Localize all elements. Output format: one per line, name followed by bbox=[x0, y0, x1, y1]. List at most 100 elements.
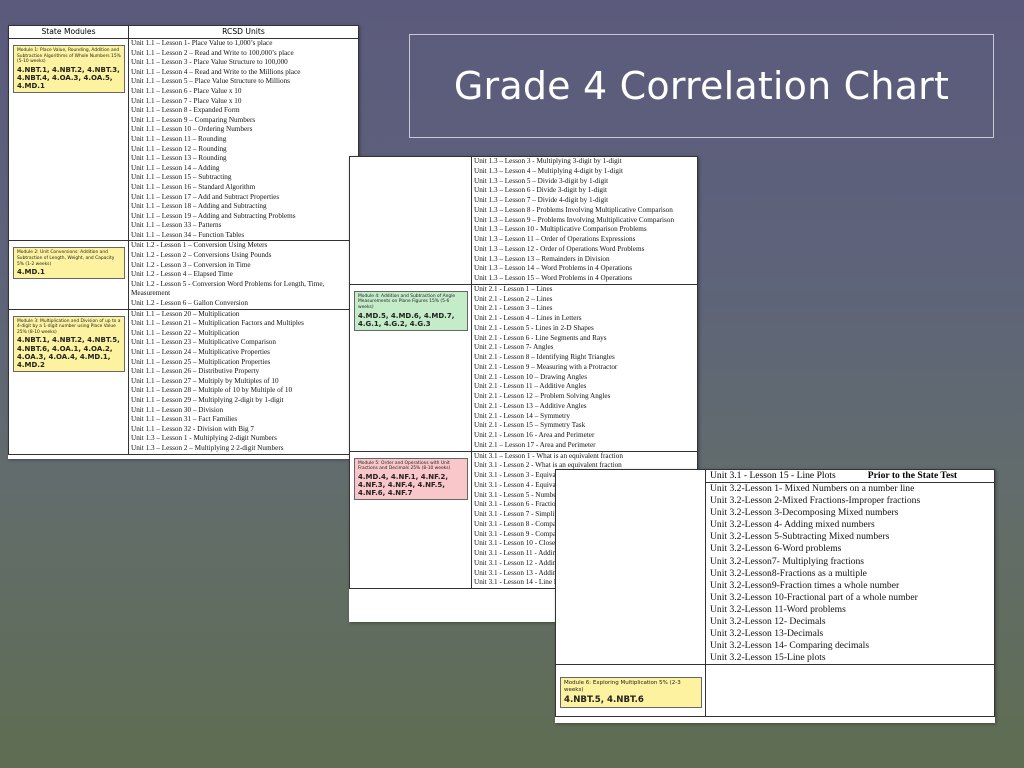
lesson-item: Unit 1.1 – Lesson 13 – Rounding bbox=[131, 154, 227, 163]
lesson-item: Unit 1.1 – Lesson 30 – Division bbox=[131, 405, 224, 414]
header-note: Prior to the State Test bbox=[867, 470, 958, 481]
lesson-item: Unit 3.1 - Lesson 13 - Adding and Subtra… bbox=[474, 568, 608, 577]
lesson-item: Unit 1.1 – Lesson 17 – Add and Subtract … bbox=[131, 192, 280, 201]
lesson-item: Unit 3.1 - Lesson 3 - Equivalent Fractio… bbox=[474, 471, 623, 479]
lesson-item: Unit 1.1 – Lesson 26 – Distributive Prop… bbox=[131, 367, 260, 376]
lesson-item: Unit 1.2 - Lesson 1 – Conversion Using M… bbox=[131, 241, 268, 250]
lesson-item: Unit 3.1 – Lesson 1 - What is an equival… bbox=[474, 451, 623, 460]
module-standards: 4.NBT.1, 4.NBT.2, 4.NBT.3, 4.NBT.4, 4.OA… bbox=[17, 65, 120, 91]
table-row: Module 6: Exploring Multiplication 5% (2… bbox=[555, 664, 995, 718]
module-5-box: Module 5: Order and Operations with Unit… bbox=[354, 457, 468, 501]
module-title: Module 5: Order and Operations with Unit… bbox=[358, 460, 451, 472]
lesson-item: Unit 3.1 - Lesson 7 - Simplify Fractions bbox=[474, 510, 589, 518]
lesson-item: Unit 1.1 – Lesson 5 – Place Value Struct… bbox=[131, 77, 290, 86]
header-rcsd-units: RCSD Units bbox=[128, 25, 359, 39]
correlation-page-1: State Modules RCSD Units Module 1: Place… bbox=[8, 25, 359, 459]
table-header-row: State Modules RCSD Units bbox=[8, 25, 359, 39]
lesson-item: Unit 3.2-Lesson8-Fractions as a multiple bbox=[710, 567, 867, 579]
lesson-item: Unit 3.2-Lesson 15-Line plots bbox=[710, 652, 826, 664]
module-2-box: Module 2: Unit Conversions: Addition and… bbox=[13, 247, 125, 280]
table-row: Module 2: Unit Conversions: Addition and… bbox=[8, 240, 359, 310]
lesson-item: Unit 2.1 - Lesson 14 – Symmetry bbox=[474, 411, 571, 420]
lesson-item: Unit 2.1 - Lesson 10 – Drawing Angles bbox=[474, 372, 587, 381]
lesson-item: Unit 1.3 – Lesson 9 – Problems Involving… bbox=[474, 215, 675, 224]
lesson-item: Unit 1.3 – Lesson 14 – Word Problems in … bbox=[474, 264, 633, 273]
module-standards: 4.MD.4, 4.NF.1, 4.NF.2, 4.NF.3, 4.NF.4, … bbox=[358, 472, 449, 498]
lesson-item: Unit 1.3 – Lesson 13 – Remainders in Div… bbox=[474, 254, 610, 263]
lesson-item: Unit 1.1 – Lesson 34 – Function Tables bbox=[131, 230, 245, 239]
module-cell-empty bbox=[555, 468, 706, 666]
lesson-item: Unit 1.3 – Lesson 5 – Divide 3-digit by … bbox=[474, 176, 609, 185]
lesson-item: Unit 1.3 – Lesson 11 – Order of Operatio… bbox=[474, 235, 636, 243]
lesson-item: Unit 3.2-Lesson 4- Adding mixed numbers bbox=[710, 519, 875, 531]
lesson-item: Unit 1.1 – Lesson 33 – Patterns bbox=[131, 221, 222, 230]
lesson-item: Unit 3.2-Lesson9-Fraction times a whole … bbox=[710, 579, 900, 591]
lesson-item: Unit 1.1 – Lesson 23 – Multiplicative Co… bbox=[131, 338, 276, 347]
table-row: Unit 1.3 – Lesson 3 - Multiplying 3-digi… bbox=[349, 156, 698, 285]
lesson-item: Unit 2.1 - Lesson 12 – Problem Solving A… bbox=[474, 392, 611, 400]
module-cell: Module 5: Order and Operations with Unit… bbox=[349, 450, 472, 589]
table-row: Module 3: Multiplication and Division of… bbox=[8, 308, 359, 455]
lesson-item: Unit 1.1 – Lesson 7 - Place Value x 10 bbox=[131, 96, 242, 105]
lesson-item: Unit 3.1 - Lesson 8 - Comparing Fraction… bbox=[474, 519, 597, 528]
lesson-item: Unit 2.1 - Lesson 7- Angles bbox=[474, 343, 554, 352]
module-1-box: Module 1: Place Value, Rounding, Additio… bbox=[13, 45, 125, 94]
lesson-item: Unit 1.1 – Lesson 22 – Multiplication bbox=[131, 328, 240, 337]
lesson-item: Unit 3.2-Lesson 3-Decomposing Mixed numb… bbox=[710, 507, 899, 519]
lessons-cell: Unit 1.1 – Lesson 1- Place Value to 1,00… bbox=[128, 37, 359, 242]
module-standards: 4.NBT.5, 4.NBT.6 bbox=[564, 695, 644, 706]
lesson-item: Unit 1.1 – Lesson 2 – Read and Write to … bbox=[131, 48, 294, 57]
table-row: Module 4: Addition and Subtraction of An… bbox=[349, 283, 698, 452]
lesson-item: Unit 2.1 - Lesson 11 – Additive Angles bbox=[474, 382, 587, 391]
module-title: Module 1: Place Value, Rounding, Additio… bbox=[17, 48, 121, 65]
lesson-item: Unit 1.3 – Lesson 4 – Multiplying 4-digi… bbox=[474, 166, 623, 175]
lesson-item: Unit 1.3 – Lesson 10 - Multiplicative Co… bbox=[474, 225, 647, 234]
lesson-item: Unit 2.1 - Lesson 13 – Additive Angles bbox=[474, 401, 587, 410]
module-3-box: Module 3: Multiplication and Division of… bbox=[13, 315, 125, 373]
table-row: Unit 3.1 - Lesson 15 - Line Plots Prior t… bbox=[555, 468, 995, 666]
lesson-item: Unit 1.1 – Lesson 28 – Multiple of 10 by… bbox=[131, 386, 293, 395]
lesson-item: Unit 1.3 – Lesson 6 - Divide 3-digit by … bbox=[474, 186, 607, 195]
lesson-item: Unit 1.1 – Lesson 6 - Place Value x 10 bbox=[131, 86, 242, 95]
module-standards: 4.MD.1 bbox=[17, 268, 45, 277]
module-cell-empty bbox=[349, 156, 472, 285]
lesson-item: Unit 1.1 – Lesson 8 - Expanded Form bbox=[131, 106, 240, 115]
module-4-box: Module 4: Addition and Subtraction of An… bbox=[354, 290, 468, 331]
lesson-item: Unit 3.2-Lesson 14- Comparing decimals bbox=[710, 640, 870, 652]
module-title: Module 4: Addition and Subtraction of An… bbox=[358, 293, 456, 310]
lesson-item: Unit 3.2-Lesson 10-Fractional part of a … bbox=[710, 591, 918, 603]
lesson-item: Unit 1.2 - Lesson 5 - Conversion Word Pr… bbox=[131, 279, 325, 298]
lesson-item: Unit 3.1 - Lesson 11 - Adding and Subtra… bbox=[474, 549, 607, 557]
table-row: Module 1: Place Value, Rounding, Additio… bbox=[8, 37, 359, 242]
lesson-item: Unit 2.1 – Lesson 17 - Area and Perimete… bbox=[474, 440, 596, 449]
lesson-item: Unit 1.1 – Lesson 14 – Adding bbox=[131, 163, 220, 172]
header-state-modules: State Modules bbox=[8, 25, 129, 39]
lesson-item: Unit 2.1 - Lesson 5 - Lines in 2-D Shape… bbox=[474, 323, 594, 332]
lesson-item: Unit 1.3 – Lesson 3 - Multiplying 3-digi… bbox=[474, 157, 622, 165]
lesson-item: Unit 1.2 - Lesson 4 – Elapsed Time bbox=[131, 270, 233, 279]
lesson-item: Unit 1.1 – Lesson 4 – Read and Write to … bbox=[131, 67, 301, 76]
lesson-item: Unit 3.2-Lesson 1- Mixed Numbers on a nu… bbox=[710, 483, 915, 494]
lesson-item: Unit 1.1 – Lesson 15 – Subtracting bbox=[131, 173, 232, 182]
lesson-item: Unit 1.1 – Lesson 32 - Division with Big… bbox=[131, 424, 254, 433]
lesson-item: Unit 2.1 - Lesson 1 – Lines bbox=[474, 284, 553, 293]
lessons-cell: Unit 2.1 - Lesson 1 – Lines Unit 2.1 - Le… bbox=[471, 283, 698, 452]
lesson-item: Unit 2.1 - Lesson 3 – Lines bbox=[474, 304, 553, 313]
module-title: Module 6: Exploring Multiplication 5% (2… bbox=[564, 680, 681, 694]
module-cell: Module 6: Exploring Multiplication 5% (2… bbox=[555, 664, 706, 718]
lesson-item: Unit 1.1 – Lesson 21 – Multiplication Fa… bbox=[131, 319, 304, 328]
lesson-item: Unit 1.1 – Lesson 25 – Multiplication Pr… bbox=[131, 357, 271, 366]
lesson-item: Unit 3.2-Lesson 11-Word problems bbox=[710, 603, 846, 615]
module-6-box: Module 6: Exploring Multiplication 5% (2… bbox=[560, 677, 702, 709]
lesson-item: Unit 2.1 - Lesson 9 – Measuring with a P… bbox=[474, 362, 618, 371]
lessons-cell: Unit 3.2-Lesson 1- Mixed Numbers on a nu… bbox=[705, 481, 995, 666]
lesson-item: Unit 3.2-Lesson 6-Word problems bbox=[710, 543, 842, 555]
lesson-item: Unit 2.1 - Lesson 4 – Lines in Letters bbox=[474, 314, 582, 322]
lesson-item: Unit 1.3 – Lesson 2 – Multiplying 2 2-di… bbox=[131, 443, 284, 452]
lessons-cell: Unit 1.1 – Lesson 20 – Multiplication Uni… bbox=[128, 308, 359, 455]
lesson-item: Unit 3.1 - Lesson 9 - Comparing Fraction… bbox=[474, 529, 597, 538]
lesson-item: Unit 1.2 - Lesson 6 – Gallon Conversion bbox=[131, 299, 248, 308]
lesson-item: Unit 1.3 – Lesson 1 - Multiplying 2-digi… bbox=[131, 434, 277, 443]
module-cell: Module 1: Place Value, Rounding, Additio… bbox=[8, 37, 129, 242]
lesson-item: Unit 3.1 - Lesson 5 - Number line bbox=[474, 490, 572, 499]
